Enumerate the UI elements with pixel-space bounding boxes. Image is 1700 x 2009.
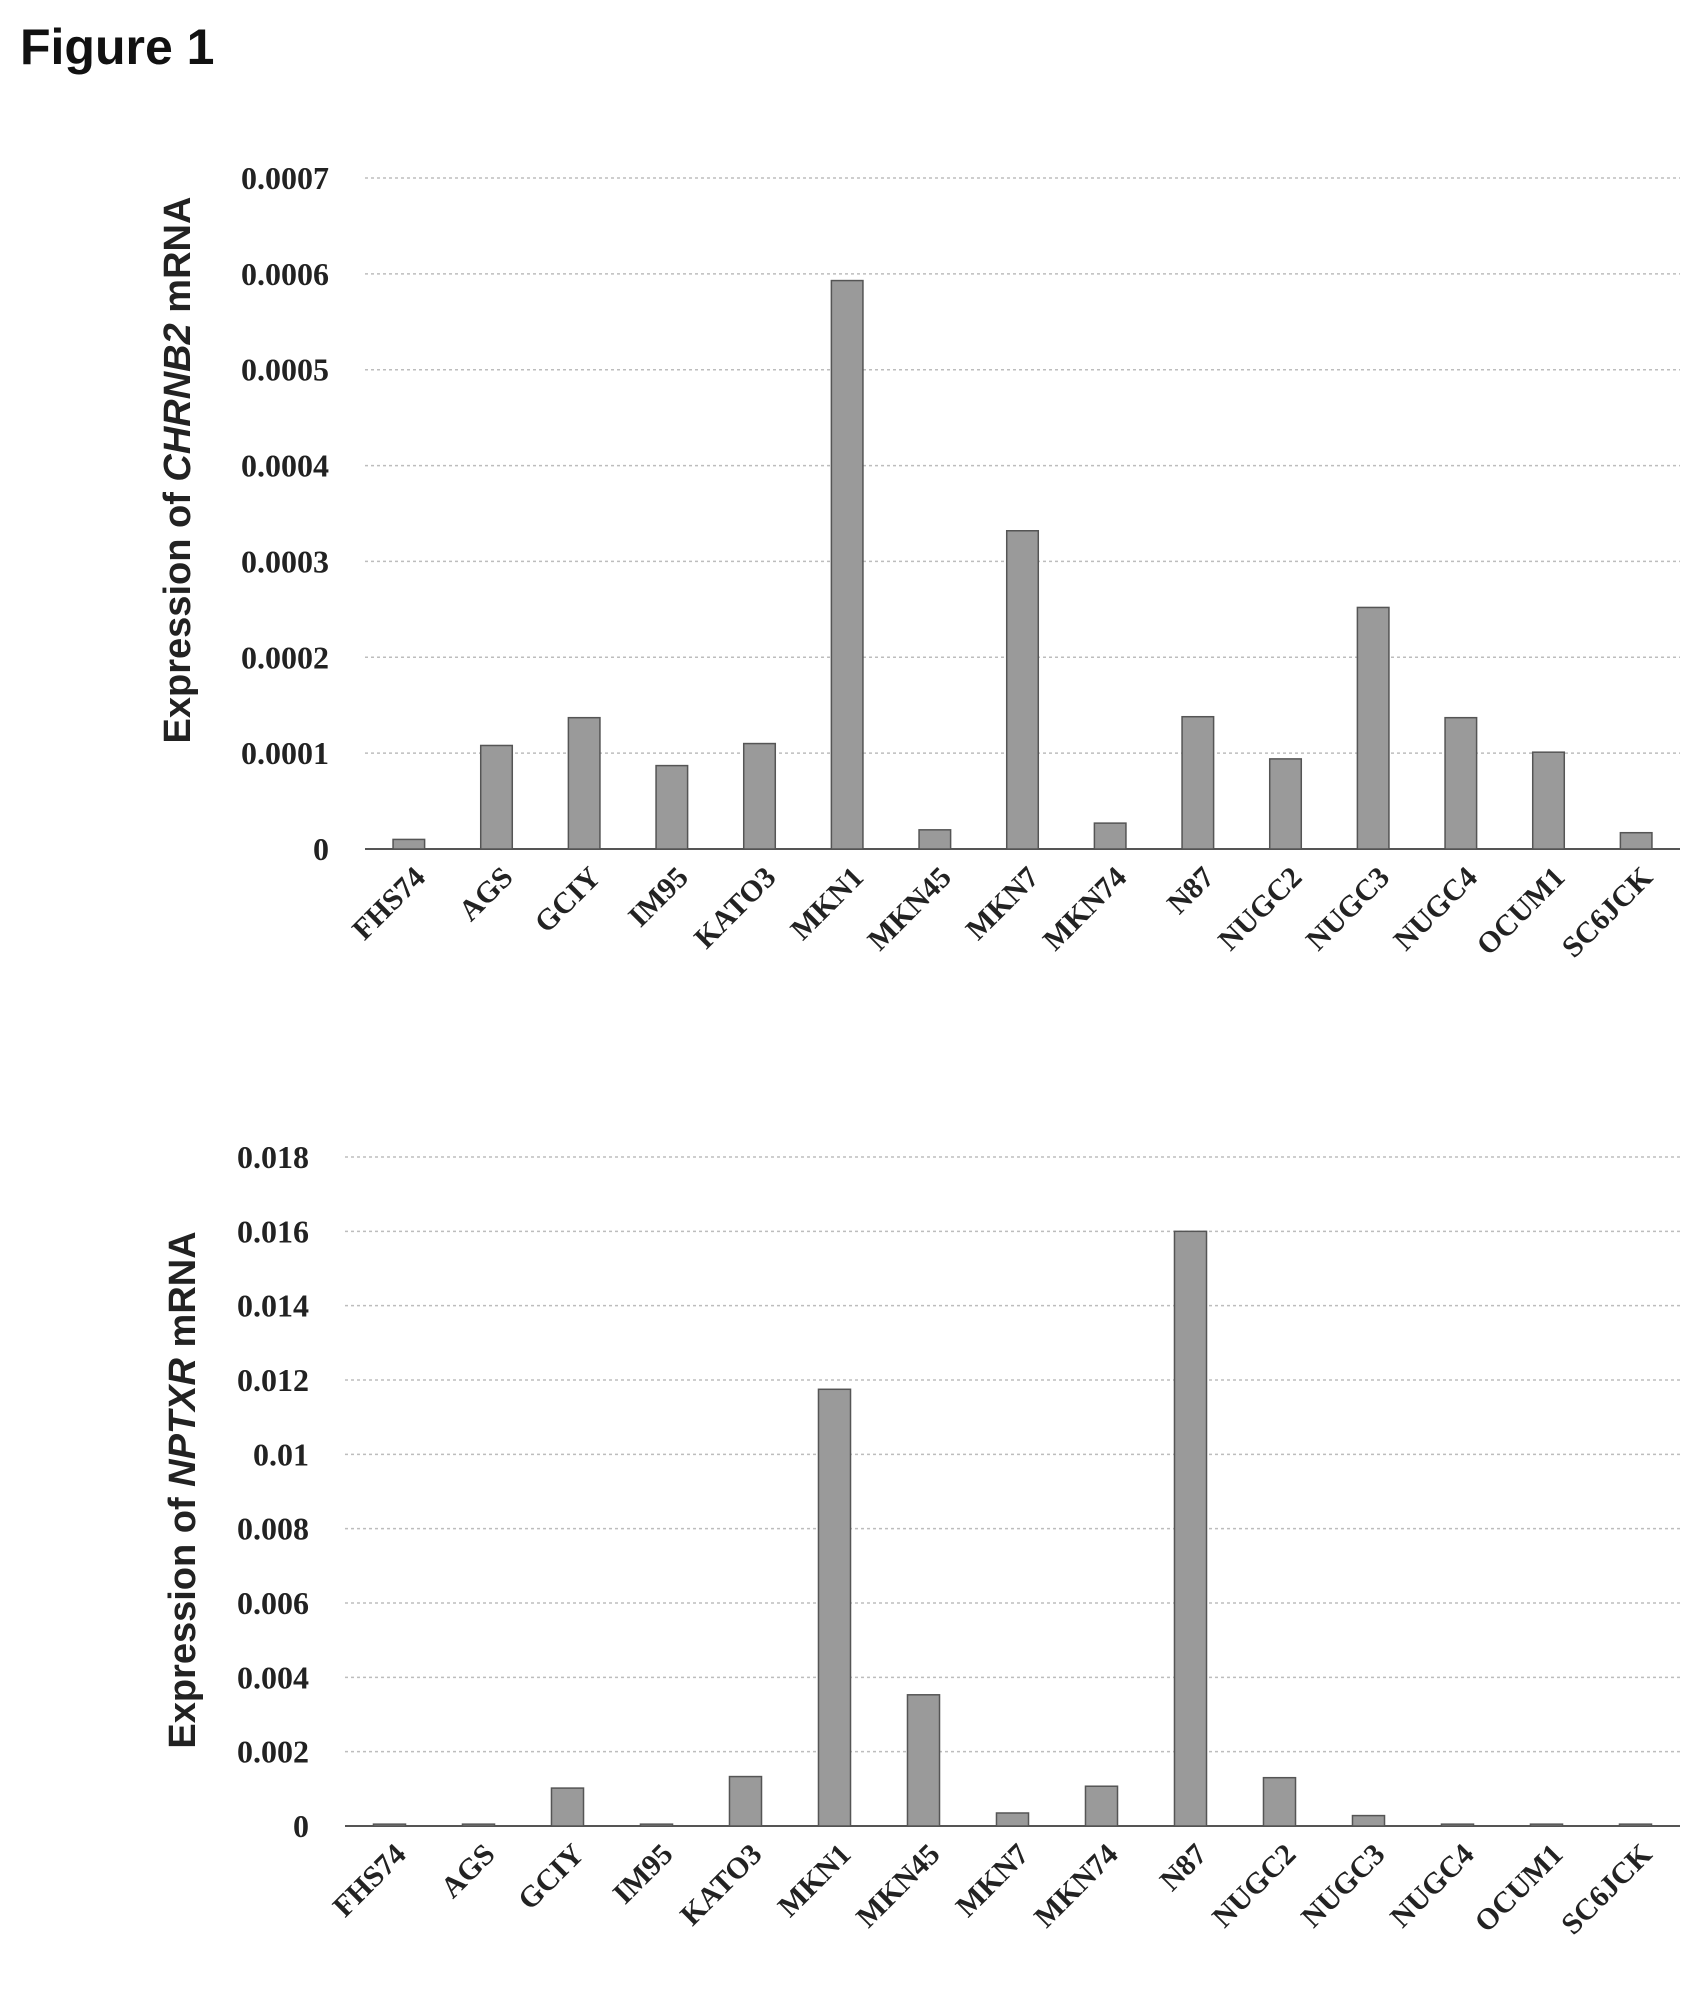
y-tick-label: 0 bbox=[293, 1808, 309, 1844]
y-tick-label: 0.0001 bbox=[241, 735, 329, 771]
x-tick-label: KATO3 bbox=[674, 1838, 768, 1932]
x-tick-label: NUGC3 bbox=[1295, 1838, 1391, 1934]
x-tick-label: SC6JCK bbox=[1555, 1837, 1659, 1941]
y-tick-label: 0.014 bbox=[237, 1288, 309, 1324]
bar-nugc3 bbox=[1356, 606, 1390, 850]
y-tick-label: 0.0005 bbox=[241, 352, 329, 388]
bar-mkn45 bbox=[918, 829, 952, 850]
bar-ags bbox=[479, 744, 514, 850]
bar-mkn1 bbox=[830, 279, 864, 850]
bar-mkn45 bbox=[906, 1694, 941, 1827]
y-tick-label: 0.0006 bbox=[241, 256, 329, 292]
bar-mkn1 bbox=[817, 1388, 852, 1827]
y-tick-label: 0.0004 bbox=[241, 448, 329, 484]
bar-nugc2 bbox=[1268, 758, 1303, 850]
bar-nugc4 bbox=[1444, 716, 1478, 850]
y-tick-label: 0.006 bbox=[237, 1585, 309, 1621]
bar-gciy bbox=[567, 716, 601, 850]
bar-ocum1 bbox=[1529, 1823, 1564, 1827]
y-tick-label: 0.0007 bbox=[241, 160, 329, 196]
bar-n87 bbox=[1181, 715, 1215, 850]
x-tick-label: SC6JCK bbox=[1556, 860, 1660, 964]
x-tick-label: FHS74 bbox=[346, 861, 432, 947]
x-tick-label: NUGC2 bbox=[1212, 861, 1308, 957]
bar-nugc4 bbox=[1440, 1823, 1475, 1827]
y-axis-label: Expression of CHRNB2 mRNA bbox=[157, 197, 199, 744]
x-tick-label: FHS74 bbox=[327, 1838, 413, 1924]
x-tick-label: KATO3 bbox=[688, 861, 782, 955]
x-tick-label: AGS bbox=[434, 1838, 501, 1905]
x-tick-label: AGS bbox=[452, 861, 519, 928]
y-tick-label: 0.01 bbox=[253, 1436, 309, 1472]
bar-mkn74 bbox=[1093, 822, 1127, 850]
x-tick-label: OCUM1 bbox=[1468, 1838, 1569, 1939]
bar-ocum1 bbox=[1531, 751, 1566, 850]
x-tick-label: NUGC4 bbox=[1384, 1838, 1480, 1934]
y-tick-label: 0.0002 bbox=[241, 639, 329, 675]
x-tick-label: NUGC3 bbox=[1300, 861, 1396, 957]
x-tick-label: N87 bbox=[1161, 861, 1221, 921]
x-tick-label: GCIY bbox=[528, 860, 607, 939]
bar-fhs74 bbox=[372, 1823, 407, 1827]
x-tick-label: MKN7 bbox=[960, 861, 1046, 947]
x-tick-label: OCUM1 bbox=[1470, 861, 1571, 962]
x-tick-label: MKN45 bbox=[861, 861, 957, 957]
bar-mkn7 bbox=[995, 1812, 1030, 1827]
bar-im95 bbox=[639, 1823, 674, 1827]
x-tick-label: GCIY bbox=[512, 1837, 591, 1916]
y-axis-label: Expression of NPTXR mRNA bbox=[162, 1231, 204, 1748]
y-tick-label: 0.0003 bbox=[241, 543, 329, 579]
bar-kato3 bbox=[728, 1775, 763, 1827]
x-tick-label: MKN74 bbox=[1028, 1838, 1124, 1934]
bar-sc6jck bbox=[1619, 831, 1653, 850]
chart-chrnb2: 0 0.0001 0.0002 0.0003 0.0004 0.0005 0.0006 0.0… bbox=[157, 160, 1680, 964]
x-tick-label: MKN7 bbox=[950, 1838, 1036, 1924]
bar-gciy bbox=[550, 1787, 585, 1827]
x-tick-label: MKN45 bbox=[850, 1838, 946, 1934]
y-label-gene: NPTXR bbox=[162, 1357, 204, 1486]
bar-ags bbox=[461, 1823, 496, 1827]
x-tick-label: MKN1 bbox=[784, 861, 870, 947]
figure-title: Figure 1 bbox=[20, 19, 215, 75]
y-label-suffix: mRNA bbox=[157, 197, 199, 324]
y-label-suffix: mRNA bbox=[162, 1231, 204, 1358]
y-tick-label: 0.018 bbox=[237, 1139, 309, 1175]
bar-nugc2 bbox=[1262, 1776, 1297, 1827]
bar-kato3 bbox=[742, 742, 777, 850]
bar-sc6jck bbox=[1618, 1823, 1653, 1827]
bar-mkn74 bbox=[1084, 1785, 1119, 1827]
x-tick-label: IM95 bbox=[607, 1838, 680, 1911]
bar-n87 bbox=[1173, 1230, 1208, 1827]
bar-mkn7 bbox=[1005, 530, 1040, 850]
x-tick-label: NUGC2 bbox=[1206, 1838, 1302, 1934]
bar-fhs74 bbox=[392, 838, 426, 850]
x-tick-label: N87 bbox=[1154, 1838, 1214, 1898]
y-tick-label: 0.012 bbox=[237, 1362, 309, 1398]
x-tick-label: NUGC4 bbox=[1387, 861, 1483, 957]
y-label-prefix: Expression of bbox=[162, 1487, 204, 1749]
x-tick-label: MKN1 bbox=[772, 1838, 858, 1924]
x-tick-label: IM95 bbox=[622, 861, 695, 934]
y-tick-label: 0.016 bbox=[237, 1213, 309, 1249]
bar-im95 bbox=[655, 764, 689, 850]
y-label-gene: CHRNB2 bbox=[157, 323, 199, 481]
chart-nptxr: 0 0.002 0.004 0.006 0.008 0.01 0.012 0.014 0.016… bbox=[162, 1139, 1680, 1941]
y-label-prefix: Expression of bbox=[157, 482, 199, 744]
y-tick-label: 0.002 bbox=[237, 1734, 309, 1770]
x-tick-label: MKN74 bbox=[1037, 861, 1133, 957]
y-tick-label: 0 bbox=[313, 831, 329, 867]
bar-nugc3 bbox=[1351, 1814, 1386, 1827]
y-tick-label: 0.008 bbox=[237, 1511, 309, 1547]
y-tick-label: 0.004 bbox=[237, 1659, 309, 1695]
